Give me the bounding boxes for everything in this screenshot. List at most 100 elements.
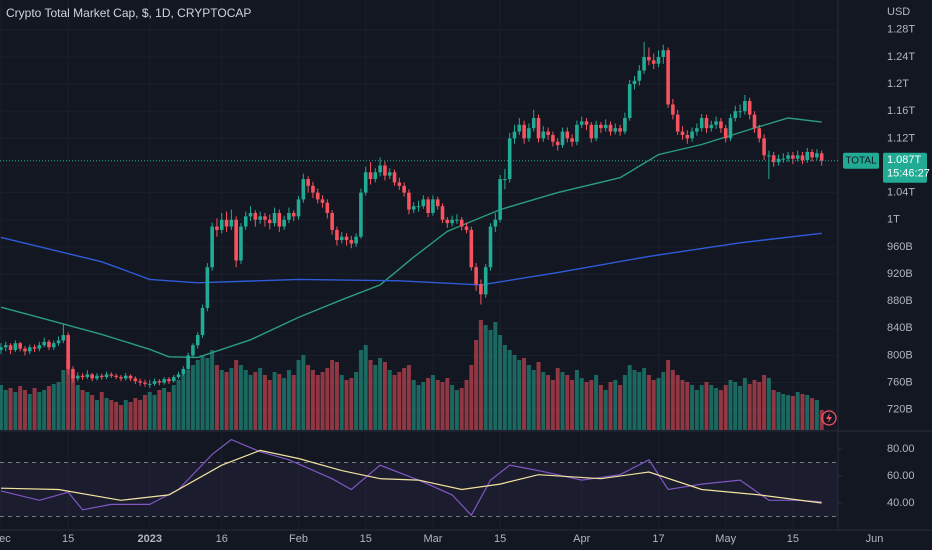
volume-bar	[262, 375, 267, 430]
volume-bar	[186, 370, 191, 430]
candle-body	[171, 377, 176, 382]
candle-body	[671, 104, 675, 115]
candle-body	[642, 56, 646, 71]
volume-bar	[810, 398, 815, 430]
y-tick-label: 1.28T	[887, 24, 915, 36]
volume-bar	[555, 368, 560, 430]
volume-bar	[296, 360, 301, 430]
volume-bar	[330, 360, 335, 430]
volume-bar	[723, 385, 728, 430]
candle-body	[18, 343, 22, 349]
rsi-panel	[0, 432, 838, 530]
candle-body	[584, 121, 589, 125]
volume-bar	[339, 375, 344, 430]
volume-bar	[498, 335, 503, 430]
volume-bar	[397, 372, 402, 430]
volume-bar	[747, 384, 752, 430]
candle-body	[407, 192, 411, 210]
candle-body	[373, 172, 378, 180]
candle-body	[647, 56, 651, 61]
candle-body	[90, 374, 94, 379]
volume-bar	[474, 340, 479, 430]
volume-bar	[570, 380, 575, 430]
volume-bar	[421, 382, 426, 430]
volume-bar	[51, 384, 56, 430]
candle-body	[661, 50, 666, 57]
moving-average	[0, 117, 822, 359]
volume-bar	[579, 378, 584, 430]
candle-body	[95, 375, 99, 379]
candle-body	[167, 379, 171, 382]
volume-bar	[267, 380, 272, 430]
x-tick-label: 15	[787, 533, 799, 545]
volume-bar	[104, 398, 109, 430]
candle-body	[699, 118, 704, 129]
volume-bar	[248, 375, 253, 430]
volume-bar	[507, 350, 512, 430]
candle-body	[330, 212, 334, 230]
candle-body	[762, 138, 766, 156]
volume-bar	[502, 345, 507, 430]
volume-bar	[814, 400, 819, 430]
volume-bar	[373, 365, 378, 430]
volume-bar	[344, 380, 349, 430]
volume-bar	[368, 360, 373, 430]
candle-body	[229, 219, 234, 227]
x-tick-label: Jun	[866, 533, 884, 545]
candle-body	[133, 378, 138, 382]
candle-body	[421, 199, 426, 207]
x-tick-label: Apr	[573, 533, 590, 545]
candle-body	[685, 134, 690, 139]
volume-bar	[181, 375, 186, 430]
x-tick-label: Mar	[423, 533, 442, 545]
volume-bar	[70, 375, 75, 430]
candle-body	[805, 151, 810, 161]
candle-body	[719, 121, 723, 129]
volume-bar	[642, 368, 647, 430]
volume-bar	[32, 388, 37, 430]
volume-bar	[526, 365, 531, 430]
volume-bar	[598, 385, 603, 430]
x-tick-label: 2023	[138, 533, 162, 545]
volume-bar	[762, 375, 767, 430]
volume-bar	[704, 382, 709, 430]
candle-body	[152, 381, 157, 384]
candle-body	[397, 182, 402, 186]
x-tick-label: 15	[360, 533, 372, 545]
candle-body	[114, 375, 118, 378]
candle-body	[651, 60, 656, 64]
alert-circle[interactable]	[821, 410, 837, 426]
volume-bar	[0, 385, 3, 430]
candle-body	[613, 128, 618, 132]
volume-bar	[378, 358, 383, 430]
candle-body	[13, 343, 18, 350]
volume-bar	[123, 400, 128, 430]
rsi-band	[0, 462, 838, 517]
candle-body	[527, 128, 531, 139]
volume-bar	[714, 388, 719, 430]
candle-body	[695, 128, 699, 132]
candle-body	[23, 348, 27, 352]
candle-body	[426, 199, 430, 213]
volume-bar	[190, 365, 195, 430]
volume-bar	[445, 378, 450, 430]
volume-bar	[637, 372, 642, 430]
alert-bolt[interactable]	[826, 413, 832, 423]
volume-bar	[291, 375, 296, 430]
candle-body	[757, 128, 762, 139]
volume-bar	[171, 385, 176, 430]
candle-body	[603, 124, 608, 129]
volume-bar	[94, 400, 99, 430]
alert-icon[interactable]	[821, 410, 837, 426]
candle-body	[195, 335, 200, 346]
candle-body	[138, 381, 142, 383]
candle-body	[80, 375, 85, 378]
candle-body	[416, 206, 421, 208]
currency: USD	[887, 6, 910, 18]
candle-body	[282, 219, 286, 227]
candle-body	[503, 179, 507, 181]
volume-bar	[109, 400, 114, 430]
volume-bar	[114, 402, 119, 430]
candle-body	[565, 131, 570, 139]
candle-body	[56, 340, 61, 344]
